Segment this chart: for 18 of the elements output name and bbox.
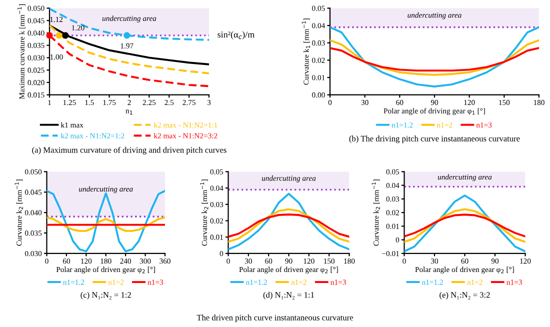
line-series	[228, 208, 350, 243]
line-series	[404, 208, 526, 243]
ref-line-label: sin²(α$_{c}$)/m	[218, 31, 255, 40]
text: (c) N₁:N₂ = 1:2	[80, 292, 131, 300]
line-series	[50, 24, 209, 74]
text: (a) Maximum curvature of driving and driven pitch curves	[32, 146, 226, 154]
line-series	[330, 26, 539, 88]
line-series	[46, 216, 165, 232]
line-series	[330, 39, 539, 76]
text: (b) The driving pitch curve instantaneous curvature	[349, 136, 520, 144]
text: (d) N₁:N₂ = 1:1	[263, 292, 314, 300]
line-series	[50, 8, 209, 41]
text: The driven pitch curve instantaneous curvature	[196, 314, 354, 322]
line-series	[330, 47, 539, 72]
text: (e) N₁:N₂ = 3:2	[440, 292, 490, 300]
line-series	[228, 214, 350, 238]
line-series	[404, 214, 526, 238]
line-series	[228, 192, 350, 250]
